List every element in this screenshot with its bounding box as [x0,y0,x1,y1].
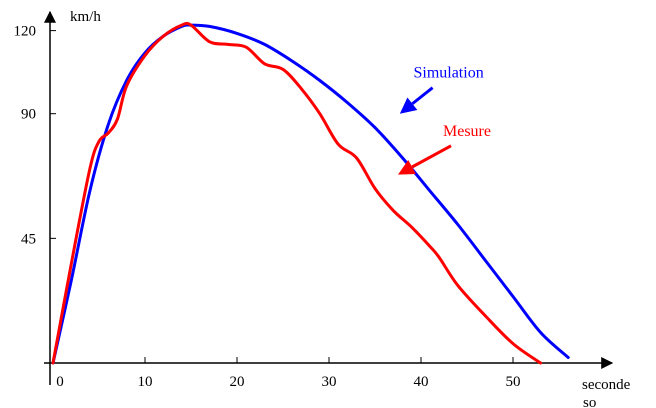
ticks: 0 10 20 30 40 50 45 90 120 [14,24,521,390]
axes [44,10,614,385]
series-line-simulation [51,23,570,365]
series-line-mesure [51,21,543,365]
annotation-simulation: Simulation [413,65,483,82]
x-axis-label: seconde so [582,377,631,408]
y-tick-label: 120 [14,24,37,40]
annotation-mesure: Mesure [443,123,491,140]
x-tick-label: 40 [414,374,429,390]
x-tick-label: 20 [230,374,245,390]
x-axis-label-line: seconde [582,377,631,393]
x-tick-label: 50 [506,374,521,390]
x-axis-label-line: so [583,395,596,408]
x-tick-label: 30 [322,374,337,390]
y-tick-label: 90 [21,107,36,123]
annotation-arrowhead-mesure [398,159,416,175]
y-tick-label: 45 [21,231,36,247]
y-axis-label: km/h [70,9,101,25]
annotation-arrow-mesure [411,144,452,169]
series-lines [51,21,570,365]
annotation-arrowhead-simulation [399,97,418,114]
x-tick-label: 0 [56,374,64,390]
annotations: Simulation Mesure [398,65,491,175]
x-tick-label: 10 [138,374,153,390]
annotation-arrow-simulation [411,86,434,105]
